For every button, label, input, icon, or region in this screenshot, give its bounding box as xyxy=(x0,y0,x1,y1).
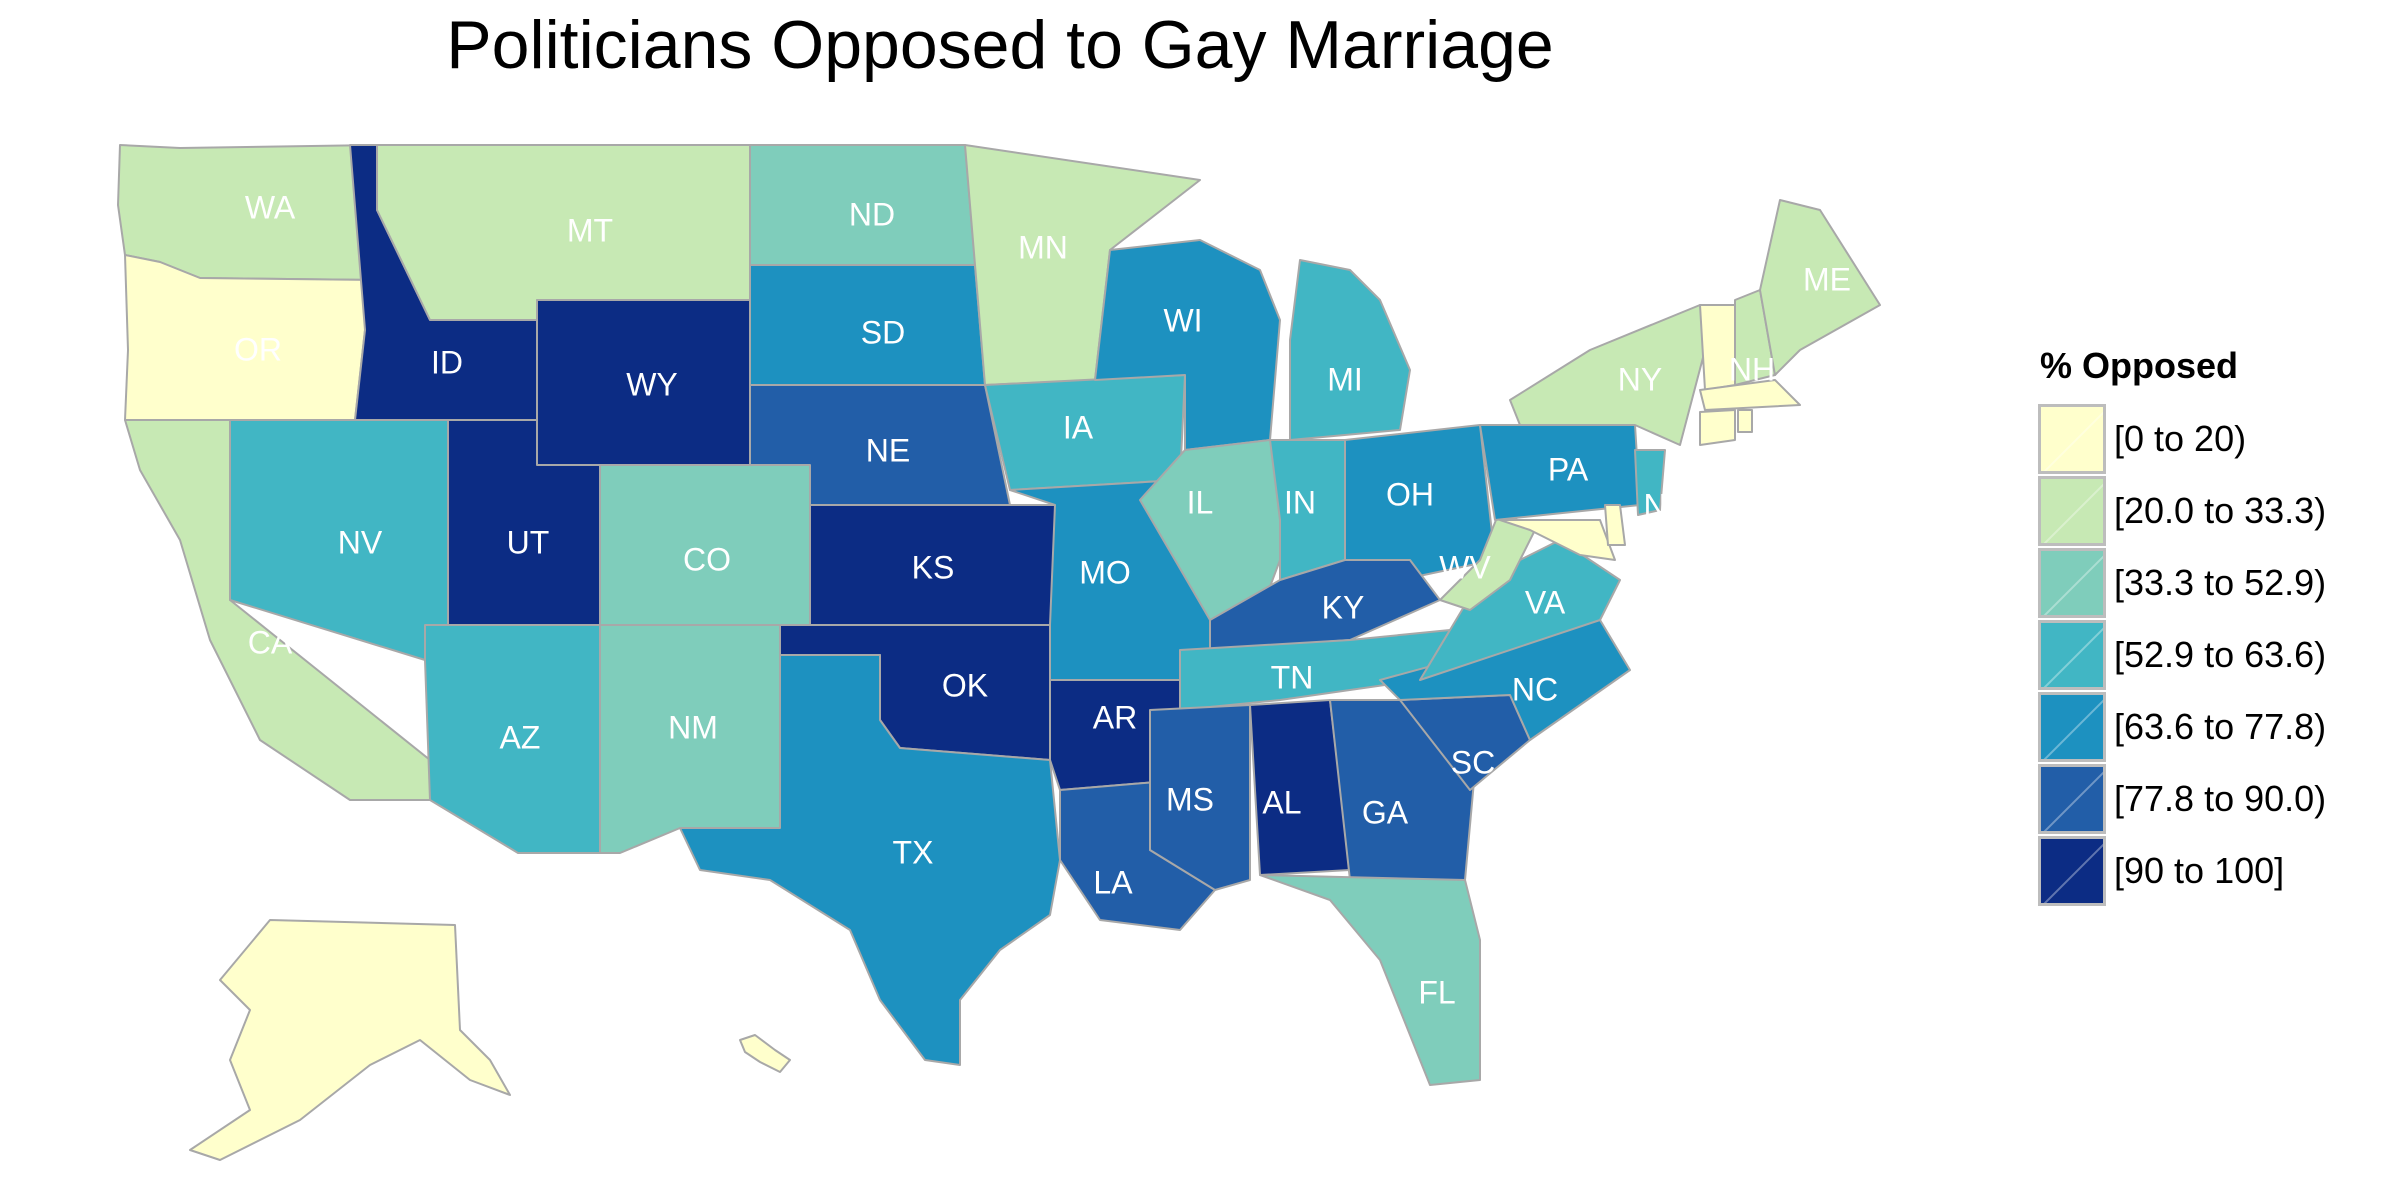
legend-title: % Opposed xyxy=(2040,345,2326,387)
state-ak xyxy=(190,920,510,1160)
state-label-or: OR xyxy=(234,331,282,367)
legend-label: [33.3 to 52.9) xyxy=(2114,562,2326,604)
legend-item: [77.8 to 90.0) xyxy=(2038,763,2326,835)
state-label-la: LA xyxy=(1093,864,1133,900)
state-label-ms: MS xyxy=(1166,781,1214,817)
state-label-me: ME xyxy=(1803,261,1851,297)
state-label-il: IL xyxy=(1187,484,1214,520)
state-label-sd: SD xyxy=(861,314,905,350)
state-label-mn: MN xyxy=(1018,229,1068,265)
state-label-nj: N xyxy=(1643,487,1666,523)
legend-label: [20.0 to 33.3) xyxy=(2114,490,2326,532)
state-label-sc: SC xyxy=(1451,744,1495,780)
state-label-ne: NE xyxy=(866,432,910,468)
state-label-ut: UT xyxy=(507,524,550,560)
legend: % Opposed [0 to 20) [20.0 to 33.3) [33.3 t… xyxy=(2038,345,2326,907)
state-label-mo: MO xyxy=(1079,554,1131,590)
state-label-in: IN xyxy=(1284,484,1316,520)
state-label-nm: NM xyxy=(668,709,718,745)
state-label-nh: NH xyxy=(1729,351,1775,387)
state-label-wi: WI xyxy=(1163,302,1202,338)
legend-label: [90 to 100] xyxy=(2114,850,2284,892)
legend-swatch xyxy=(2038,764,2106,834)
legend-swatch xyxy=(2038,548,2106,618)
legend-label: [63.6 to 77.8) xyxy=(2114,706,2326,748)
state-label-tx: TX xyxy=(893,834,934,870)
state-label-ga: GA xyxy=(1362,794,1409,830)
state-hi xyxy=(740,1035,790,1072)
legend-label: [0 to 20) xyxy=(2114,418,2246,460)
state-label-oh: OH xyxy=(1386,476,1434,512)
legend-item: [63.6 to 77.8) xyxy=(2038,691,2326,763)
state-mi xyxy=(1290,260,1410,440)
state-label-ia: IA xyxy=(1063,409,1094,445)
legend-label: [77.8 to 90.0) xyxy=(2114,778,2326,820)
legend-swatch xyxy=(2038,836,2106,906)
legend-swatch xyxy=(2038,476,2106,546)
legend-label: [52.9 to 63.6) xyxy=(2114,634,2326,676)
state-label-mt: MT xyxy=(567,212,613,248)
state-label-ok: OK xyxy=(942,667,988,703)
state-label-az: AZ xyxy=(500,719,541,755)
state-label-ky: KY xyxy=(1322,589,1365,625)
state-label-ar: AR xyxy=(1093,699,1137,735)
legend-rows: [0 to 20) [20.0 to 33.3) [33.3 to 52.9) [52… xyxy=(2038,403,2326,907)
state-label-pa: PA xyxy=(1548,451,1589,487)
state-ri xyxy=(1738,410,1752,432)
state-label-ca: CA xyxy=(248,624,293,660)
state-ct xyxy=(1700,410,1735,445)
state-de xyxy=(1605,505,1625,545)
state-label-ks: KS xyxy=(912,549,955,585)
state-label-tn: TN xyxy=(1271,659,1314,695)
state-label-nd: ND xyxy=(849,196,895,232)
state-mt xyxy=(377,145,750,320)
state-ny xyxy=(1510,305,1705,445)
legend-item: [20.0 to 33.3) xyxy=(2038,475,2326,547)
state-label-fl: FL xyxy=(1418,974,1455,1010)
state-label-ny: NY xyxy=(1618,361,1662,397)
legend-item: [33.3 to 52.9) xyxy=(2038,547,2326,619)
state-label-wy: WY xyxy=(626,366,678,402)
state-label-wv: WV xyxy=(1439,549,1491,585)
legend-item: [0 to 20) xyxy=(2038,403,2326,475)
state-label-mi: MI xyxy=(1327,361,1363,397)
us-choropleth-map: WA OR CA ID NV MT WY UT AZ CO NM ND SD NE KS OK TX MN IA MO… xyxy=(0,0,2000,1200)
state-label-al: AL xyxy=(1262,784,1301,820)
state-label-nc: NC xyxy=(1512,671,1558,707)
legend-item: [90 to 100] xyxy=(2038,835,2326,907)
legend-item: [52.9 to 63.6) xyxy=(2038,619,2326,691)
state-label-va: VA xyxy=(1525,584,1566,620)
state-label-co: CO xyxy=(683,541,731,577)
state-label-id: ID xyxy=(431,344,463,380)
legend-swatch xyxy=(2038,692,2106,762)
state-label-wa: WA xyxy=(245,189,296,225)
legend-swatch xyxy=(2038,620,2106,690)
state-label-nv: NV xyxy=(338,524,383,560)
legend-swatch xyxy=(2038,404,2106,474)
